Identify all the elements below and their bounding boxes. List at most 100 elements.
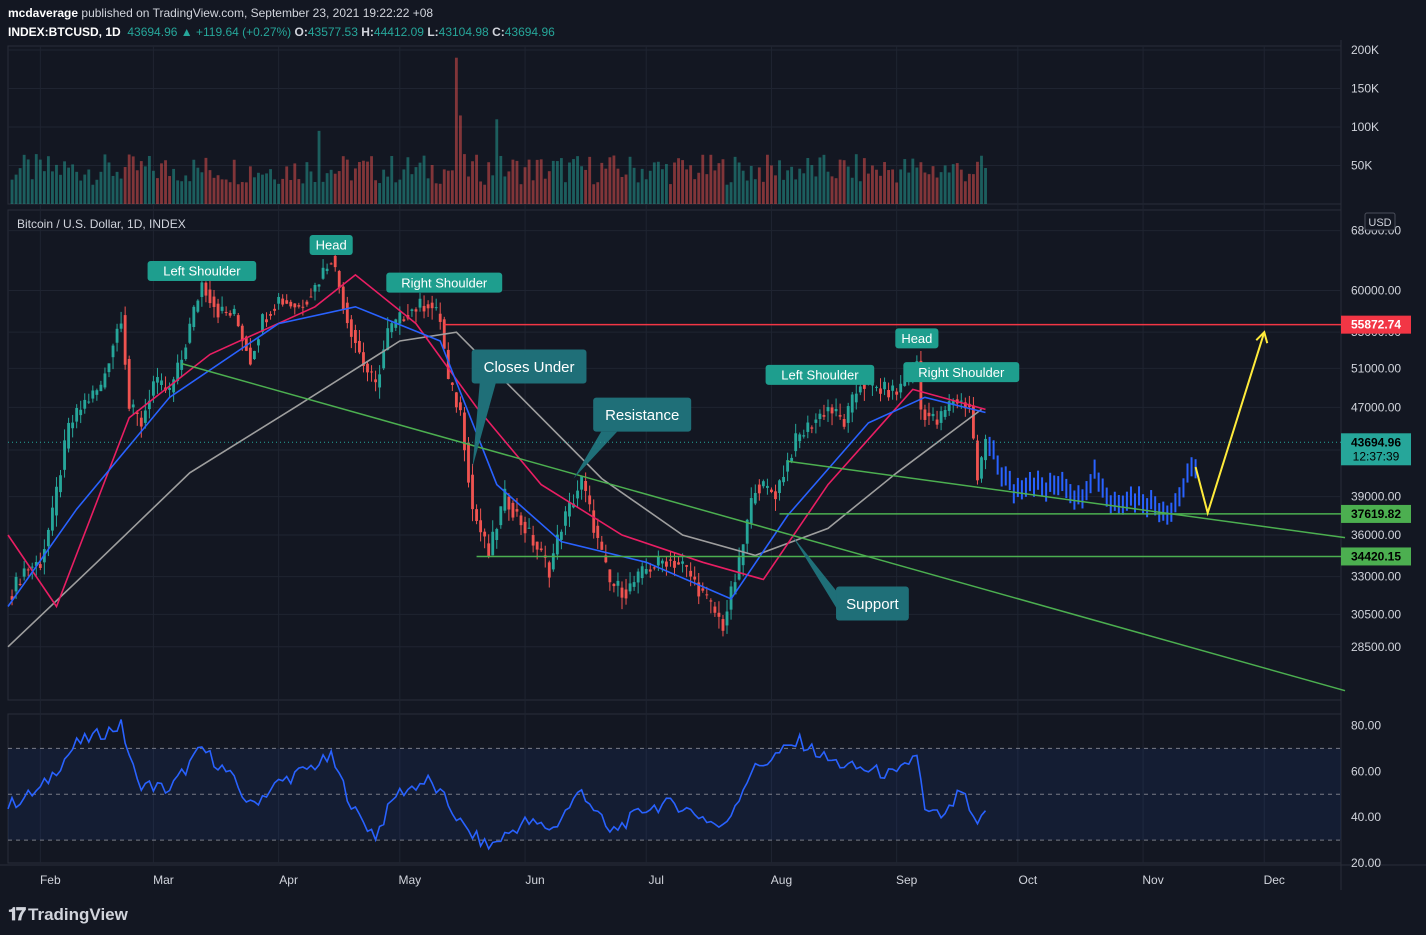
volume-bar bbox=[838, 159, 842, 204]
volume-bar bbox=[733, 156, 737, 204]
volume-bar bbox=[640, 168, 644, 204]
volume-bar bbox=[555, 161, 559, 204]
close-value: 43694.96 bbox=[504, 25, 555, 39]
volume-bar bbox=[188, 181, 192, 204]
volume-bar bbox=[669, 184, 672, 204]
candle-body bbox=[398, 312, 402, 324]
volume-bar bbox=[972, 174, 975, 204]
volume-bar bbox=[285, 166, 289, 204]
volume-bar bbox=[826, 171, 830, 204]
candle-body bbox=[818, 413, 822, 419]
author-name[interactable]: mcdaverage bbox=[8, 6, 79, 20]
candle-body bbox=[931, 413, 935, 417]
x-tick-label: Oct bbox=[1019, 873, 1038, 887]
candle-body bbox=[454, 392, 458, 408]
volume-bar bbox=[301, 183, 305, 204]
candle-body bbox=[422, 305, 426, 312]
volume-bar bbox=[261, 174, 264, 204]
volume-bar bbox=[95, 179, 99, 204]
candle-body bbox=[467, 442, 470, 483]
candle-body bbox=[293, 303, 297, 308]
candle-body bbox=[539, 548, 543, 551]
x-tick-label: Nov bbox=[1142, 873, 1163, 887]
candle-body bbox=[790, 457, 794, 462]
candle-body bbox=[903, 379, 907, 386]
volume-bar bbox=[38, 159, 42, 204]
symbol-label[interactable]: INDEX:BTCUSD, 1D bbox=[8, 25, 121, 39]
volume-bar bbox=[632, 167, 636, 204]
candle-body bbox=[592, 510, 596, 533]
volume-bar bbox=[665, 164, 668, 204]
candle-body bbox=[71, 422, 75, 429]
volume-bar bbox=[398, 179, 402, 204]
y-tick-label: 51000.00 bbox=[1351, 361, 1401, 375]
volume-bar bbox=[458, 115, 462, 204]
candle-body bbox=[321, 267, 325, 279]
candle-body bbox=[261, 314, 264, 333]
candle-body bbox=[143, 410, 147, 423]
candle-body bbox=[963, 402, 967, 409]
annotation-text: Head bbox=[901, 331, 932, 346]
volume-bar bbox=[608, 157, 612, 204]
candle-body bbox=[951, 401, 955, 406]
candle-body bbox=[559, 531, 563, 540]
annotation-box bbox=[471, 349, 587, 384]
candle-body bbox=[495, 529, 499, 540]
price-label-box bbox=[1341, 504, 1411, 523]
candle-body bbox=[705, 594, 709, 596]
candle-body bbox=[115, 328, 119, 343]
high-label: H: bbox=[361, 25, 374, 39]
volume-bar bbox=[871, 165, 874, 204]
tradingview-footer[interactable]: 𝟏𝟕 TradingView bbox=[8, 904, 128, 925]
candle-body bbox=[814, 419, 818, 423]
annotation-text: Left Shoulder bbox=[163, 264, 241, 279]
annotation-text: Left Shoulder bbox=[781, 368, 859, 383]
candle-body bbox=[778, 480, 781, 494]
candle-body bbox=[551, 553, 555, 570]
volume-bar bbox=[353, 168, 357, 204]
candle-body bbox=[127, 359, 131, 409]
volume-bar bbox=[976, 161, 979, 204]
candle-body bbox=[55, 486, 58, 516]
candle-body bbox=[168, 387, 171, 390]
candle-body bbox=[390, 323, 394, 333]
candle-body bbox=[665, 561, 668, 567]
volume-bar bbox=[963, 181, 967, 204]
volume-bar bbox=[564, 182, 567, 204]
candle-body bbox=[188, 323, 192, 343]
volume-bar bbox=[119, 178, 123, 204]
volume-bar bbox=[14, 174, 18, 204]
volume-bar bbox=[265, 173, 268, 204]
volume-bar bbox=[366, 161, 369, 204]
candle-body bbox=[943, 409, 947, 417]
volume-bar bbox=[923, 172, 927, 204]
candle-body bbox=[18, 583, 22, 585]
candle-body bbox=[757, 484, 761, 494]
candle-body bbox=[10, 596, 14, 600]
volume-bar bbox=[576, 156, 579, 204]
volume-bar bbox=[248, 166, 252, 204]
candle-body bbox=[939, 411, 943, 423]
volume-bar bbox=[535, 159, 539, 204]
candle-body bbox=[632, 582, 636, 587]
volume-bar bbox=[184, 175, 188, 204]
volume-bar bbox=[951, 164, 955, 204]
candle-body bbox=[30, 566, 34, 568]
candle-body bbox=[717, 612, 721, 617]
candle-body bbox=[515, 509, 519, 512]
candle-body bbox=[353, 330, 357, 344]
volume-bar bbox=[168, 176, 171, 204]
volume-bar bbox=[135, 170, 139, 204]
volume-bar bbox=[753, 179, 757, 204]
ma-fast-line bbox=[7, 305, 986, 607]
volume-bar bbox=[59, 174, 62, 204]
candle-body bbox=[450, 382, 454, 385]
candle-body bbox=[761, 481, 765, 487]
candle-body bbox=[838, 415, 842, 417]
candle-body bbox=[430, 302, 434, 309]
volume-bar bbox=[467, 176, 470, 204]
candle-body bbox=[414, 309, 418, 312]
candle-body bbox=[79, 409, 83, 416]
volume-bar bbox=[273, 179, 277, 204]
